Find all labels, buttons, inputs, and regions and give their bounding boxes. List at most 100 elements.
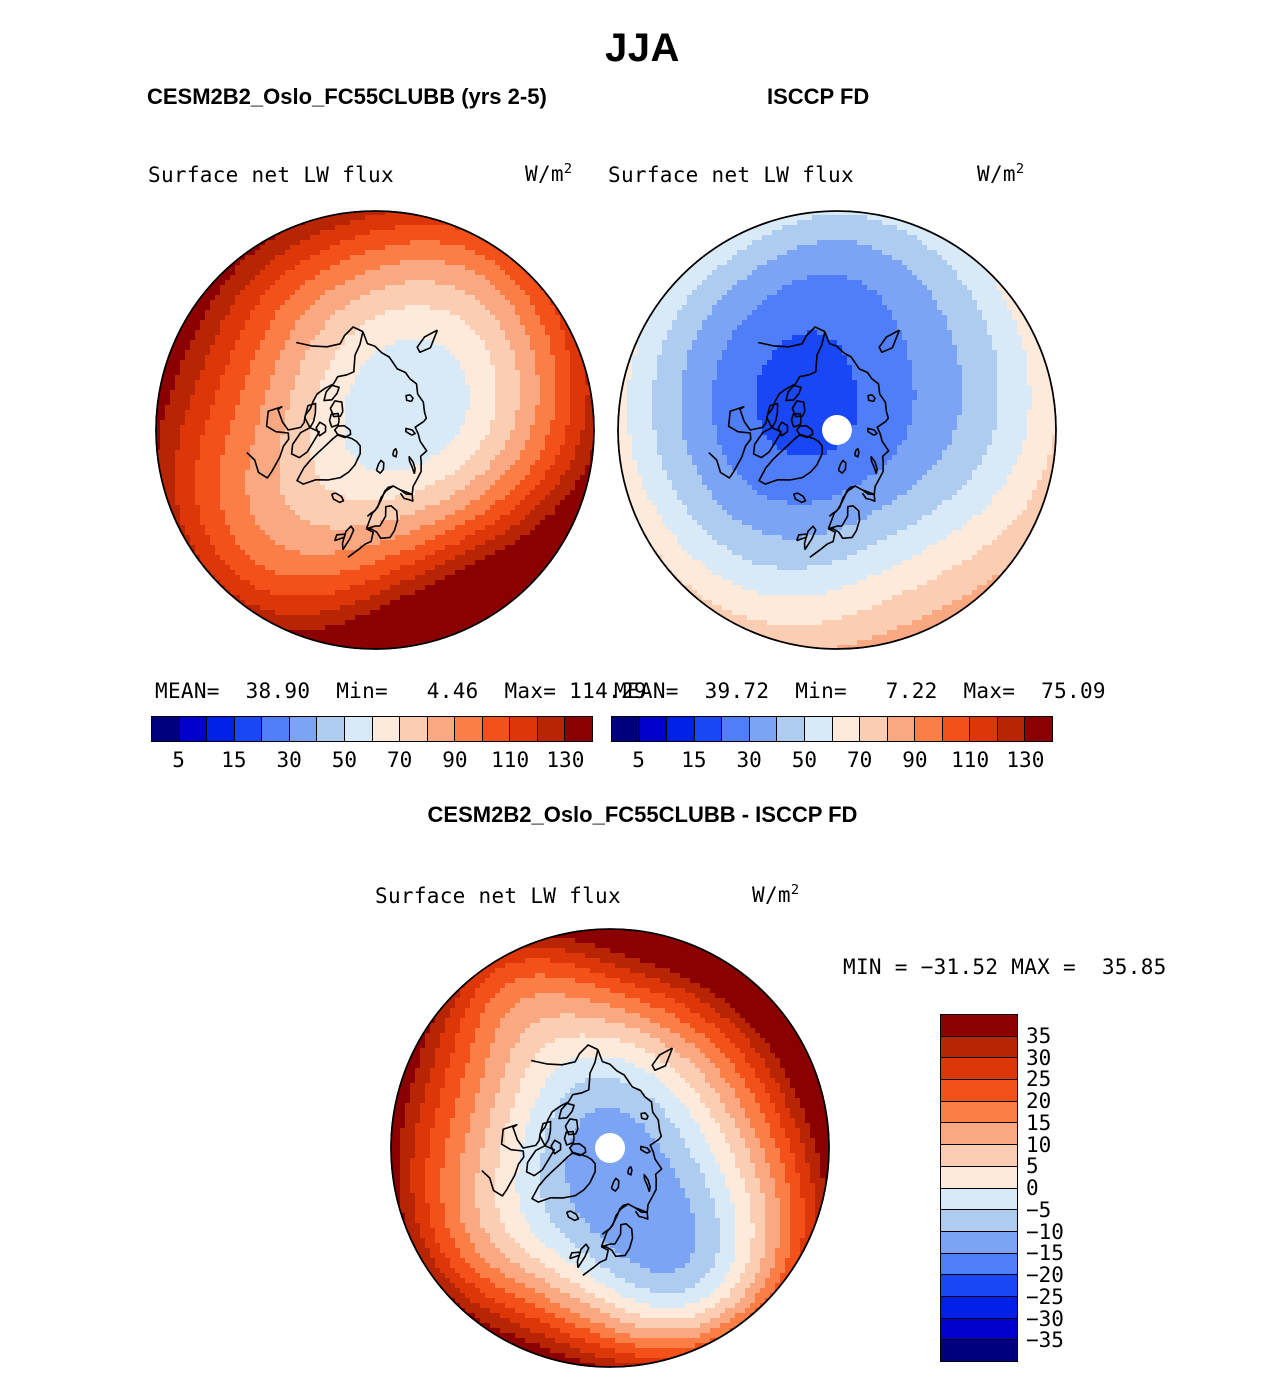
right-colorbar-labels: 5 15 30 50 70 90 110 130 — [611, 748, 1053, 778]
colorbar-cell — [941, 1340, 1017, 1361]
colorbar-cell — [179, 717, 208, 741]
colorbar-cell — [941, 1188, 1017, 1211]
colorbar-tick-label: 15 — [1026, 1110, 1052, 1135]
colorbar-tick-label: 130 — [1006, 748, 1045, 772]
right-units-label: W/m2 — [977, 161, 1025, 186]
left-colorbar-strip — [151, 716, 593, 742]
diff-colorbar-labels: 35 30 25 20 15 10 5 0 −5 −10 −15 −20 −25 −30 −35 — [1026, 1014, 1116, 1362]
colorbar-cell — [970, 717, 998, 741]
colorbar-cell — [941, 1101, 1017, 1124]
colorbar-tick-label: 10 — [1026, 1132, 1052, 1157]
colorbar-tick-label: −15 — [1026, 1241, 1064, 1266]
right-stats: MEAN= 39.72 Min= 7.22 Max= 75.09 — [614, 679, 1106, 703]
right-colorbar: 5 15 30 50 70 90 110 130 — [611, 716, 1053, 778]
colorbar-cell — [152, 717, 180, 741]
colorbar-cell — [344, 717, 373, 741]
colorbar-cell — [941, 1296, 1017, 1319]
colorbar-cell — [262, 717, 290, 741]
colorbar-cell — [537, 717, 566, 741]
diff-field-label: Surface net LW flux — [375, 884, 621, 908]
colorbar-tick-label: 0 — [1026, 1176, 1039, 1200]
left-units-label: W/m2 — [525, 161, 573, 186]
right-colorbar-strip — [611, 716, 1053, 742]
colorbar-cell — [941, 1253, 1017, 1276]
colorbar-cell — [887, 717, 916, 741]
colorbar-tick-label: −20 — [1026, 1263, 1064, 1287]
colorbar-tick-label: 5 — [632, 748, 645, 772]
colorbar-tick-label: 15 — [221, 748, 247, 772]
colorbar-tick-label: 110 — [491, 748, 530, 772]
colorbar-cell — [510, 717, 538, 741]
colorbar-cell — [915, 717, 943, 741]
colorbar-cell — [749, 717, 778, 741]
diff-polar-map — [390, 928, 830, 1368]
colorbar-cell — [234, 717, 263, 741]
left-colorbar: 5 15 30 50 70 90 110 130 — [151, 716, 593, 778]
colorbar-cell — [804, 717, 833, 741]
right-field-label: Surface net LW flux — [608, 163, 854, 187]
colorbar-cell — [941, 1318, 1017, 1341]
right-polar-map — [617, 210, 1057, 650]
colorbar-tick-label: −5 — [1026, 1197, 1052, 1222]
colorbar-cell — [482, 717, 511, 741]
colorbar-tick-label: 30 — [736, 748, 762, 772]
colorbar-cell — [612, 717, 640, 741]
colorbar-tick-label: 25 — [1026, 1067, 1052, 1092]
colorbar-cell — [941, 1166, 1017, 1189]
colorbar-tick-label: 90 — [442, 748, 468, 772]
colorbar-cell — [694, 717, 723, 741]
colorbar-tick-label: −35 — [1026, 1328, 1064, 1353]
colorbar-cell — [941, 1058, 1017, 1081]
diff-stats: MIN = −31.52 MAX = 35.85 — [843, 955, 1167, 979]
colorbar-cell — [317, 717, 345, 741]
colorbar-tick-label: 50 — [791, 748, 818, 772]
colorbar-cell — [941, 1123, 1017, 1146]
colorbar-tick-label: 5 — [1026, 1154, 1039, 1179]
colorbar-cell — [207, 717, 235, 741]
diff-colorbar — [940, 1014, 1018, 1362]
left-field-label: Surface net LW flux — [148, 163, 394, 187]
colorbar-cell — [722, 717, 750, 741]
colorbar-tick-label: 50 — [331, 748, 358, 772]
colorbar-cell — [941, 1210, 1017, 1232]
colorbar-cell — [565, 717, 592, 741]
colorbar-cell — [832, 717, 861, 741]
colorbar-cell — [997, 717, 1026, 741]
colorbar-cell — [941, 1231, 1017, 1254]
colorbar-tick-label: 70 — [386, 748, 413, 772]
right-panel-title: ISCCP FD — [767, 84, 870, 109]
left-stats: MEAN= 38.90 Min= 4.46 Max= 114.29 — [155, 679, 647, 703]
colorbar-cell — [777, 717, 805, 741]
left-polar-map — [155, 210, 595, 650]
colorbar-cell — [427, 717, 456, 741]
colorbar-tick-label: 130 — [546, 748, 585, 772]
colorbar-tick-label: −10 — [1026, 1219, 1064, 1244]
colorbar-tick-label: 110 — [951, 748, 990, 772]
left-panel-title: CESM2B2_Oslo_FC55CLUBB (yrs 2-5) — [147, 84, 547, 109]
colorbar-tick-label: 70 — [846, 748, 873, 772]
colorbar-tick-label: 30 — [1026, 1045, 1052, 1070]
colorbar-cell — [942, 717, 971, 741]
colorbar-tick-label: 20 — [1026, 1089, 1052, 1113]
colorbar-cell — [289, 717, 318, 741]
diff-panel-title: CESM2B2_Oslo_FC55CLUBB - ISCCP FD — [427, 802, 858, 827]
colorbar-cell — [1025, 717, 1052, 741]
colorbar-tick-label: −30 — [1026, 1306, 1064, 1331]
colorbar-tick-label: −25 — [1026, 1284, 1064, 1309]
colorbar-cell — [667, 717, 695, 741]
season-title: JJA — [605, 26, 680, 70]
left-colorbar-labels: 5 15 30 50 70 90 110 130 — [151, 748, 593, 778]
colorbar-tick-label: 5 — [172, 748, 185, 772]
colorbar-cell — [941, 1015, 1017, 1037]
colorbar-tick-label: 90 — [902, 748, 928, 772]
colorbar-cell — [860, 717, 888, 741]
colorbar-cell — [372, 717, 401, 741]
colorbar-cell — [941, 1080, 1017, 1102]
colorbar-cell — [639, 717, 668, 741]
colorbar-tick-label: 30 — [276, 748, 302, 772]
colorbar-cell — [941, 1036, 1017, 1059]
colorbar-cell — [400, 717, 428, 741]
colorbar-tick-label: 35 — [1026, 1023, 1052, 1048]
diff-units-label: W/m2 — [752, 882, 800, 907]
colorbar-tick-label: 15 — [681, 748, 707, 772]
